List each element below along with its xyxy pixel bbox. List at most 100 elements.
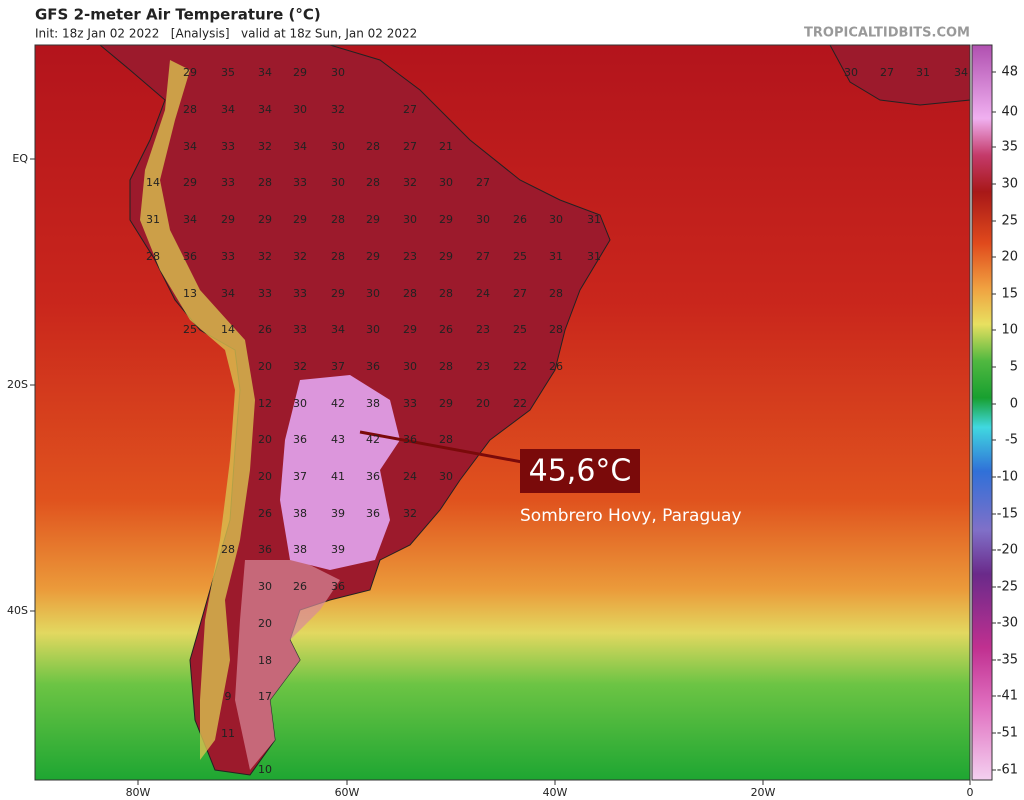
station-value: 9 [225,690,232,703]
station-value: 30 [331,66,345,79]
station-value: 30 [293,103,307,116]
station-value: 27 [880,66,894,79]
station-value: 26 [258,507,272,520]
station-value: 29 [258,213,272,226]
station-value: 26 [293,580,307,593]
station-value: 33 [258,287,272,300]
colorbar-label: 30 [1001,177,1018,192]
site: TROPICALTIDBITS.COM [804,26,970,41]
station-value: 32 [258,250,272,263]
station-value: 28 [331,213,345,226]
station-value: 29 [331,287,345,300]
station-value: 31 [587,213,601,226]
colorbar-label: 15 [1001,287,1018,302]
station-value: 41 [331,470,345,483]
station-value: 29 [439,397,453,410]
station-value: 14 [221,323,235,336]
colorbar-label: -20 [997,543,1018,558]
station-value: 11 [221,727,235,740]
station-value: 28 [183,103,197,116]
station-value: 14 [146,176,160,189]
station-value: 33 [221,140,235,153]
station-value: 28 [439,433,453,446]
station-value: 30 [258,580,272,593]
station-value: 23 [403,250,417,263]
colorbar-label: 20 [1001,250,1018,265]
colorbar-label: -15 [997,507,1018,522]
station-value: 28 [439,360,453,373]
lon-label: 80W [126,786,151,799]
colorbar-label: -5 [1005,433,1018,448]
station-value: 34 [183,140,197,153]
colorbar-label: -35 [997,653,1018,668]
station-value: 27 [513,287,527,300]
station-value: 34 [954,66,968,79]
station-value: 27 [476,176,490,189]
station-value: 38 [293,507,307,520]
station-value: 28 [366,176,380,189]
lon-label: 0 [967,786,974,799]
colorbar-label: 0 [1010,397,1018,412]
station-value: 22 [513,360,527,373]
colorbar-label: -10 [997,470,1018,485]
colorbar-label: 5 [1010,360,1018,375]
station-value: 25 [513,323,527,336]
station-value: 34 [331,323,345,336]
station-value: 33 [403,397,417,410]
station-value: 28 [439,287,453,300]
south-cone [235,560,340,770]
station-value: 31 [146,213,160,226]
station-value: 28 [221,543,235,556]
station-value: 30 [331,176,345,189]
station-value: 28 [549,287,563,300]
pointer [359,430,523,464]
station-value: 31 [587,250,601,263]
station-value: 33 [293,287,307,300]
station-value: 23 [476,360,490,373]
station-value: 36 [366,360,380,373]
station-value: 28 [146,250,160,263]
station-value: 25 [513,250,527,263]
station-value: 20 [258,617,272,630]
andes [140,60,255,760]
station-value: 32 [331,103,345,116]
station-value: 36 [183,250,197,263]
station-value: 31 [549,250,563,263]
station-value: 29 [293,66,307,79]
station-value: 34 [258,66,272,79]
station-value: 26 [258,323,272,336]
station-value: 20 [258,360,272,373]
station-value: 43 [331,433,345,446]
station-value: 27 [476,250,490,263]
station-value: 26 [439,323,453,336]
station-value: 32 [293,250,307,263]
station-value: 42 [366,433,380,446]
station-value: 34 [183,213,197,226]
lat-label: EQ [12,152,28,165]
station-value: 33 [293,176,307,189]
station-value: 30 [439,470,453,483]
station-value: 37 [293,470,307,483]
station-value: 13 [183,287,197,300]
station-value: 36 [366,507,380,520]
station-value: 29 [221,213,235,226]
station-value: 28 [258,176,272,189]
station-value: 27 [403,103,417,116]
station-value: 30 [403,360,417,373]
station-value: 28 [366,140,380,153]
station-value: 39 [331,543,345,556]
station-value: 22 [513,397,527,410]
station-value: 28 [549,323,563,336]
station-value: 20 [476,397,490,410]
station-value: 33 [293,323,307,336]
station-value: 30 [844,66,858,79]
station-value: 20 [258,470,272,483]
station-value: 34 [221,103,235,116]
colorbar-label: 35 [1001,140,1018,155]
station-value: 30 [366,287,380,300]
station-value: 34 [293,140,307,153]
heat-core [280,375,400,570]
lon-label: 20W [751,786,776,799]
station-value: 36 [331,580,345,593]
